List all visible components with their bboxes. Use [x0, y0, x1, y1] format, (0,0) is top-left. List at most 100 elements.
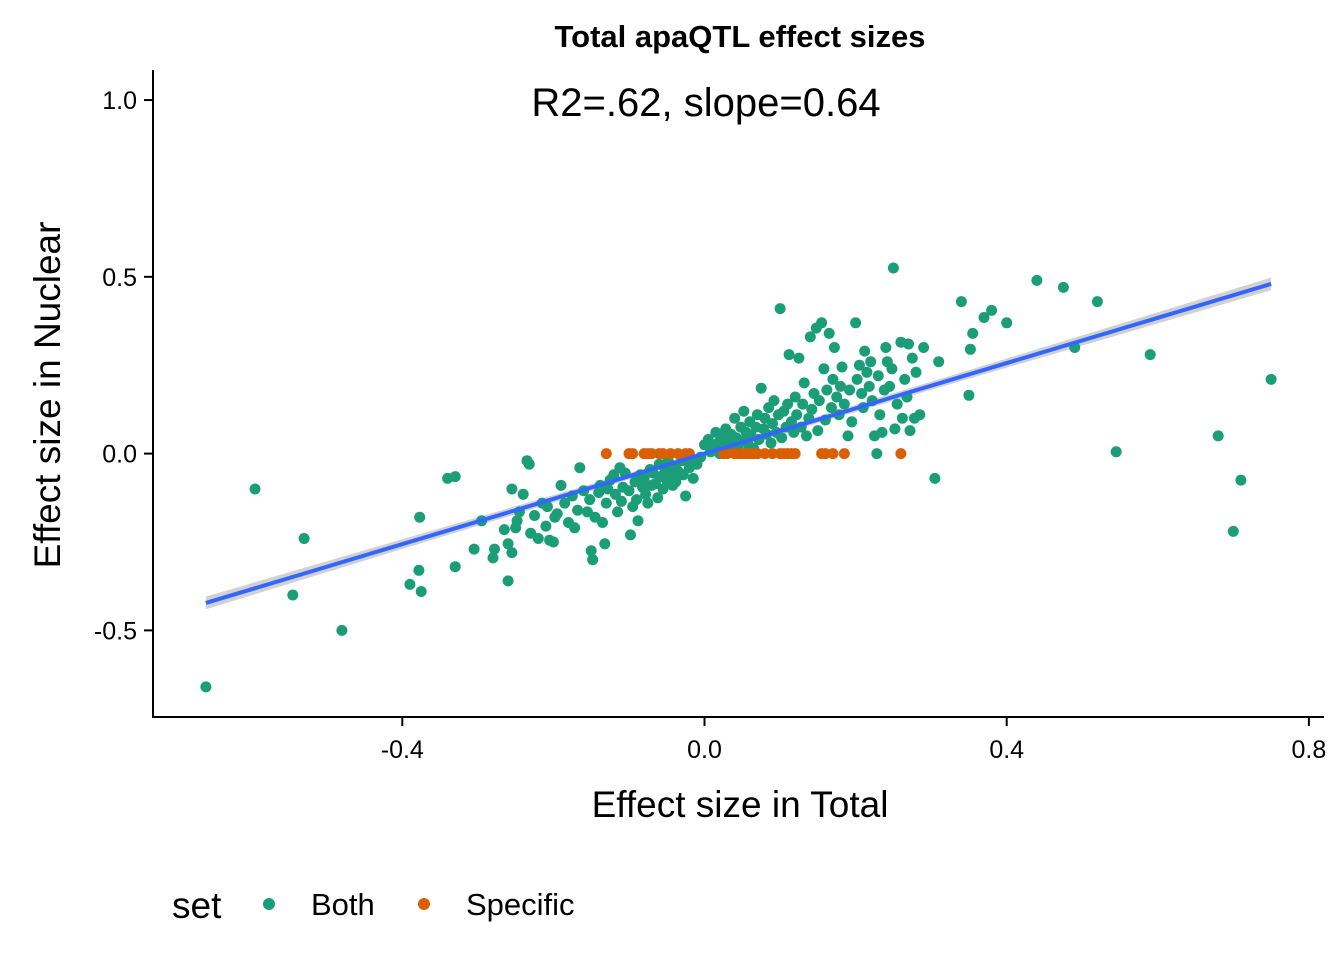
data-point-both	[1144, 349, 1156, 361]
data-point-both	[910, 366, 922, 378]
legend-marker-both	[263, 898, 275, 910]
data-point-both	[468, 543, 480, 555]
x-tick-label: 0.0	[687, 736, 722, 764]
data-point-both	[776, 432, 788, 444]
data-point-both	[1001, 317, 1013, 329]
data-point-both	[559, 497, 571, 509]
data-point-both	[600, 497, 612, 509]
data-point-both	[793, 352, 805, 364]
data-point-both	[850, 317, 862, 329]
data-point-both	[978, 312, 990, 323]
data-point-both	[899, 373, 911, 385]
data-point-both	[287, 589, 299, 601]
data-point-both	[572, 504, 584, 516]
data-point-both	[729, 412, 741, 424]
data-point-both	[638, 472, 650, 484]
data-point-both	[838, 398, 850, 410]
data-point-specific	[665, 448, 676, 460]
data-point-both	[853, 359, 865, 371]
data-point-both	[498, 524, 510, 536]
data-point-both	[574, 462, 586, 474]
legend-marker-specific	[418, 898, 430, 910]
data-point-both	[336, 624, 348, 636]
fit-annotation: R2=.62, slope=0.64	[531, 81, 880, 125]
data-point-both	[813, 395, 825, 407]
data-point-both	[489, 543, 500, 555]
data-point-specific	[767, 448, 778, 460]
data-point-specific	[789, 448, 801, 460]
data-point-both	[1057, 281, 1069, 293]
x-tick-label: 0.4	[989, 736, 1024, 764]
data-point-both	[670, 476, 682, 488]
data-point-both	[825, 402, 837, 414]
data-point-specific	[895, 448, 907, 460]
data-point-both	[529, 510, 540, 521]
data-point-both	[569, 522, 581, 534]
data-point-both	[791, 409, 803, 421]
data-point-both	[872, 370, 884, 382]
data-point-both	[918, 342, 930, 353]
data-point-both	[859, 345, 871, 357]
data-point-both	[884, 380, 896, 392]
data-point-both	[929, 472, 941, 484]
data-point-both	[415, 586, 427, 597]
data-point-both	[680, 490, 692, 502]
data-point-both	[827, 373, 839, 385]
data-point-both	[914, 409, 926, 421]
data-point-specific	[600, 448, 612, 460]
data-point-both	[874, 409, 886, 421]
data-point-specific	[838, 448, 850, 460]
data-point-both	[828, 342, 840, 353]
x-axis-title: Effect size in Total	[592, 784, 889, 825]
data-point-both	[502, 538, 514, 550]
chart-title: Total apaQTL effect sizes	[555, 19, 926, 54]
data-point-specific	[827, 448, 839, 460]
data-point-both	[652, 492, 664, 504]
data-point-both	[1227, 525, 1239, 537]
data-point-both	[861, 366, 873, 378]
data-point-both	[449, 471, 461, 483]
data-point-both	[1212, 430, 1224, 442]
legend-label-both: Both	[311, 887, 375, 922]
regression-line	[205, 281, 1272, 605]
data-point-both	[511, 515, 523, 527]
data-point-both	[612, 506, 624, 518]
data-point-both	[298, 533, 310, 544]
data-point-both	[1031, 274, 1043, 286]
data-point-both	[823, 327, 835, 339]
y-axis-title: Effect size in Nuclear	[27, 222, 68, 569]
data-point-both	[249, 483, 261, 495]
data-point-both	[657, 483, 669, 495]
data-point-both	[404, 578, 416, 590]
data-point-both	[806, 403, 818, 415]
data-point-both	[851, 373, 863, 385]
data-point-both	[1110, 446, 1122, 458]
data-point-both	[759, 412, 771, 424]
y-tick-label: 0.0	[102, 441, 137, 469]
data-point-both	[804, 331, 816, 343]
x-tick-label: -0.4	[381, 736, 424, 764]
data-point-both	[818, 363, 830, 375]
data-point-both	[551, 508, 563, 520]
data-point-both	[842, 430, 854, 442]
legend-label-specific: Specific	[466, 887, 575, 922]
data-point-both	[801, 430, 812, 442]
data-point-both	[863, 380, 875, 392]
fit-line	[205, 281, 1272, 605]
data-point-both	[625, 529, 636, 541]
data-point-both	[615, 495, 627, 507]
data-point-both	[903, 338, 914, 350]
data-point-both	[846, 416, 858, 428]
data-point-both	[876, 426, 888, 438]
data-point-both	[642, 497, 654, 509]
y-tick-label: -0.5	[94, 617, 137, 645]
data-point-both	[783, 349, 795, 361]
data-point-specific	[759, 448, 771, 460]
data-point-both	[523, 458, 535, 470]
data-point-both	[414, 511, 426, 523]
data-point-both	[517, 488, 529, 500]
data-point-both	[597, 517, 608, 528]
data-point-both	[986, 304, 998, 316]
legend: set Both Specific	[172, 885, 575, 926]
